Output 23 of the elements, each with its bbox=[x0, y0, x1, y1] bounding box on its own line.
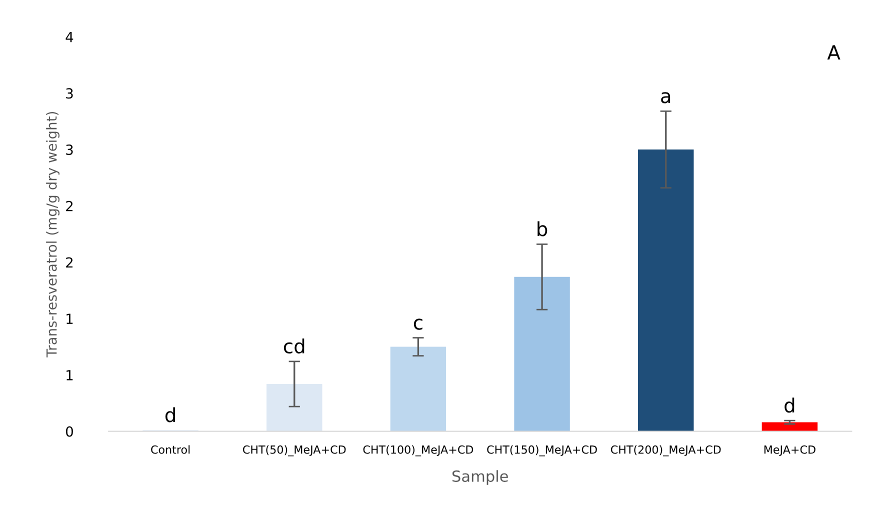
y-tick-label: 3 bbox=[66, 88, 73, 99]
y-tick-label: 3 bbox=[66, 144, 73, 156]
x-tick-label: CHT(100)_MeJA+CD bbox=[363, 445, 474, 456]
annotation: b bbox=[538, 221, 548, 236]
annotation: d bbox=[784, 398, 794, 413]
x-tick-label: MeJA+CD bbox=[764, 445, 816, 456]
x-axis-title: Sample bbox=[452, 470, 508, 485]
x-tick-label: Control bbox=[151, 445, 190, 454]
x-tick-label: CHT(200)_MeJA+CD bbox=[610, 445, 721, 456]
y-tick-label: 2 bbox=[66, 257, 73, 268]
annotation: d bbox=[165, 407, 175, 422]
y-tick-label: 2 bbox=[66, 200, 73, 212]
y-tick-label: 1 bbox=[66, 370, 73, 380]
y-axis-title: Trans-resveratrol (mg/g dry weight) bbox=[46, 112, 60, 358]
annotation: cd bbox=[284, 338, 304, 354]
y-tick-label: 0 bbox=[66, 426, 73, 437]
annotation: a bbox=[661, 92, 670, 104]
y-tick-label: 1 bbox=[66, 314, 73, 324]
y-tick-label: 4 bbox=[66, 32, 74, 42]
annotation: A bbox=[827, 45, 840, 60]
x-tick-label: CHT(50)_MeJA+CD bbox=[243, 445, 346, 456]
annotation: c bbox=[414, 318, 422, 330]
x-tick-label: CHT(150)_MeJA+CD bbox=[487, 445, 597, 456]
